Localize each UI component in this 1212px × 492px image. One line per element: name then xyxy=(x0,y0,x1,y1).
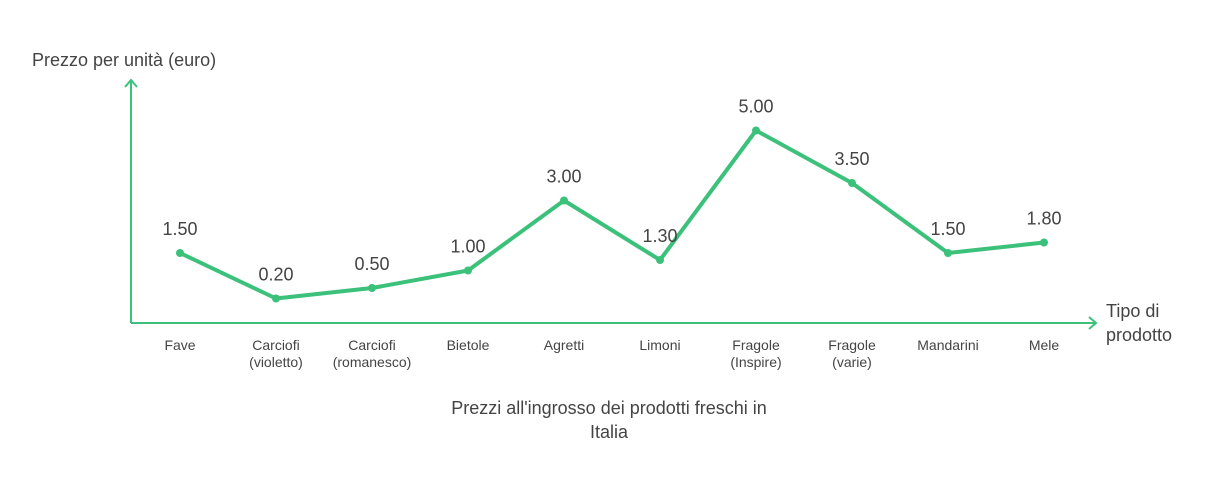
line xyxy=(179,128,1045,301)
x-tick-label: Agretti xyxy=(544,337,584,353)
x-tick-label: Bietole xyxy=(447,337,490,353)
x-tick-label: Carciofi (romanesco) xyxy=(333,337,412,370)
data-label: 3.00 xyxy=(546,166,581,186)
data-label: 1.50 xyxy=(162,219,197,239)
data-label: 5.00 xyxy=(738,96,773,116)
x-axis-label: Tipo di prodotto xyxy=(1106,301,1172,345)
data-label: 1.00 xyxy=(450,236,485,256)
x-axis-arrow xyxy=(1088,316,1098,330)
point xyxy=(752,126,760,135)
x-tick-label: Mele xyxy=(1029,337,1060,353)
x-tick-label: Fragole (Inspire) xyxy=(730,337,781,370)
x-tick-label: Mandarini xyxy=(917,337,978,353)
point xyxy=(272,294,280,303)
point xyxy=(368,284,376,292)
y-axis-arrow xyxy=(124,78,138,88)
data-label: 1.80 xyxy=(1026,208,1061,228)
y-axis-label: Prezzo per unità (euro) xyxy=(32,50,216,70)
data-label: 0.50 xyxy=(354,254,389,274)
data-label: 1.50 xyxy=(930,219,965,239)
x-tick-label: Limoni xyxy=(639,337,680,353)
chart-title: Prezzi all'ingrosso dei prodotti freschi… xyxy=(451,398,767,442)
point xyxy=(464,266,472,275)
data-label: 3.50 xyxy=(834,149,869,169)
data-label: 0.20 xyxy=(258,264,293,284)
point xyxy=(1040,238,1048,247)
point xyxy=(656,256,664,264)
x-tick-label: Fave xyxy=(164,337,195,353)
x-tick-label: Fragole (varie) xyxy=(828,337,876,370)
point xyxy=(848,179,856,187)
point xyxy=(560,196,568,205)
x-tick-label: Carciofi (violetto) xyxy=(249,337,303,370)
point xyxy=(944,249,952,257)
data-label: 1.30 xyxy=(642,226,677,246)
point xyxy=(176,249,184,257)
